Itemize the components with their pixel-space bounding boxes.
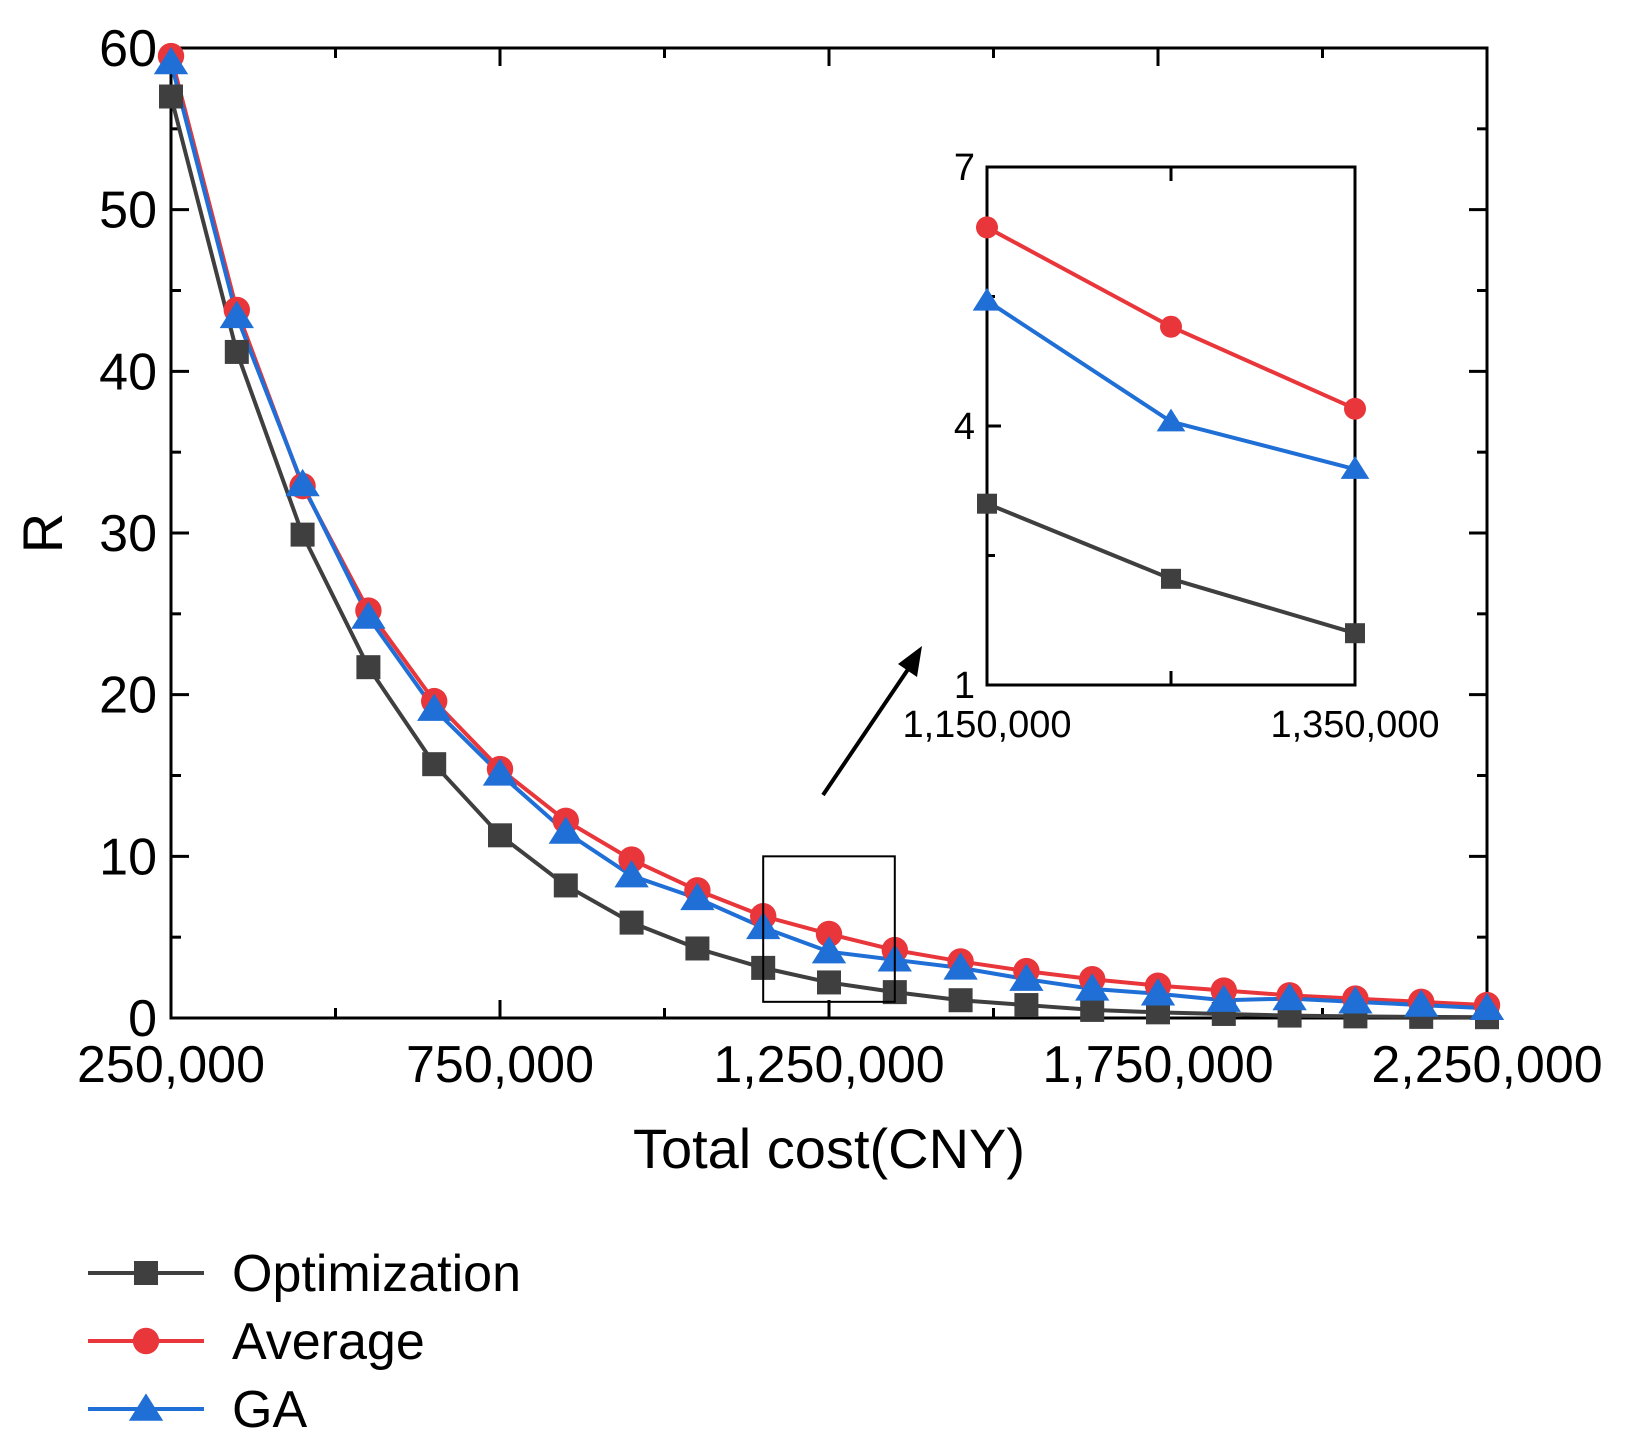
inset-point-average xyxy=(1160,315,1182,338)
point-ga xyxy=(548,816,583,844)
point-ga xyxy=(1206,984,1241,1012)
legend-item-optimization: Optimization xyxy=(88,1245,521,1303)
zoom-box xyxy=(762,855,896,1003)
inset-point-optimization xyxy=(1161,568,1181,589)
point-optimization xyxy=(356,655,381,680)
inset-x-tick-label: 1,350,000 xyxy=(1270,704,1439,746)
point-ga xyxy=(811,936,847,964)
legend-label: GA xyxy=(232,1381,307,1437)
point-ga xyxy=(219,300,254,329)
legend-marker xyxy=(128,1393,164,1421)
inset-point-ga xyxy=(1156,408,1186,432)
point-optimization xyxy=(948,988,973,1013)
point-optimization xyxy=(224,339,249,364)
point-optimization xyxy=(422,752,447,777)
legend-label: Average xyxy=(232,1313,425,1371)
legend-label: Optimization xyxy=(232,1245,521,1303)
point-ga xyxy=(1404,989,1439,1017)
zoom-arrow xyxy=(821,646,922,797)
point-ga xyxy=(285,468,320,497)
x-tick-label: 750,000 xyxy=(406,1036,594,1094)
point-ga xyxy=(153,46,189,75)
legend-item-ga: GA xyxy=(88,1381,307,1437)
inset-y-tick-label: 7 xyxy=(954,147,975,189)
legend-item-average: Average xyxy=(88,1313,425,1371)
y-tick-label: 50 xyxy=(99,182,157,240)
main-axes: 0 10 20 30 40 50 60 250,000 750,000 1,250,000 1,75… xyxy=(77,20,1603,1094)
arrow-head xyxy=(898,646,922,677)
point-ga xyxy=(1469,992,1505,1020)
y-tick-label: 10 xyxy=(99,828,157,886)
point-ga xyxy=(1272,983,1307,1011)
inset-y-tick-label: 4 xyxy=(954,406,975,448)
inset-y-tick-label: 1 xyxy=(954,665,975,707)
inset-point-average xyxy=(1344,397,1366,420)
point-optimization xyxy=(290,522,315,547)
x-tick-label: 1,750,000 xyxy=(1042,1036,1273,1094)
point-ga xyxy=(943,952,978,980)
inset-point-ga xyxy=(1340,456,1370,479)
inset-series xyxy=(972,216,1370,644)
arrow-shaft xyxy=(821,660,915,797)
point-optimization xyxy=(619,910,644,935)
point-optimization xyxy=(817,970,841,995)
point-ga xyxy=(1009,963,1044,991)
point-ga xyxy=(351,601,386,629)
x-tick-label: 1,250,000 xyxy=(713,1036,944,1094)
point-optimization xyxy=(685,936,710,961)
y-tick-label: 30 xyxy=(99,505,157,563)
legend-marker xyxy=(132,1327,160,1355)
point-optimization xyxy=(1014,993,1039,1018)
point-optimization xyxy=(553,873,578,898)
point-ga xyxy=(1140,978,1176,1006)
legend: Optimization Average GA xyxy=(88,1245,521,1437)
point-ga xyxy=(417,693,452,721)
inset-point-ga xyxy=(972,287,1002,311)
y-tick-label: 0 xyxy=(128,990,157,1048)
point-optimization xyxy=(1080,997,1105,1022)
y-tick-label: 40 xyxy=(99,343,157,401)
point-ga xyxy=(614,860,649,888)
x-tick-label: 250,000 xyxy=(77,1036,265,1094)
point-ga xyxy=(482,758,518,786)
point-average xyxy=(815,920,843,948)
point-optimization xyxy=(159,84,183,109)
point-ga xyxy=(1338,986,1373,1014)
x-tick-label: 2,250,000 xyxy=(1371,1036,1602,1094)
x-axis-title: Total cost(CNY) xyxy=(633,1117,1025,1180)
y-axis-title: R xyxy=(11,513,74,553)
legend-marker xyxy=(134,1261,158,1285)
point-optimization xyxy=(488,823,512,848)
inset-point-average xyxy=(976,216,998,239)
point-ga xyxy=(680,882,715,911)
point-average xyxy=(618,846,645,873)
inset-x-tick-label: 1,150,000 xyxy=(902,704,1071,746)
inset-point-optimization xyxy=(1345,623,1365,644)
y-tick-label: 60 xyxy=(99,20,157,78)
inset-point-optimization xyxy=(977,493,997,514)
y-tick-label: 20 xyxy=(99,667,157,725)
point-ga xyxy=(1075,973,1110,1001)
